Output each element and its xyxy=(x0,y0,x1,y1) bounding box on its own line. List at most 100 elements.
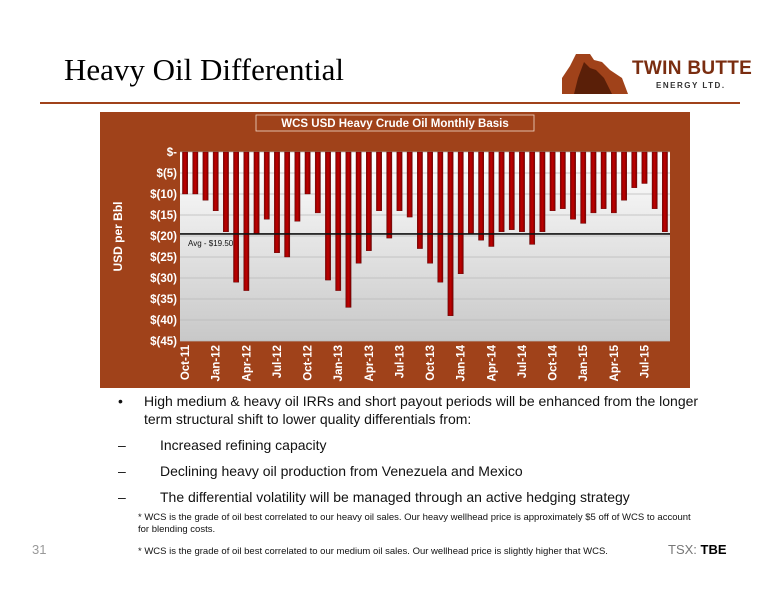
bar xyxy=(549,151,556,211)
x-tick-label: Oct-13 xyxy=(425,345,437,381)
y-tick-label: $(5) xyxy=(157,168,178,180)
x-tick-label: Jul-12 xyxy=(272,345,284,378)
bar xyxy=(437,151,444,283)
x-tick-label: Jan-12 xyxy=(211,345,223,381)
y-tick-label: $(25) xyxy=(150,252,177,264)
bar xyxy=(590,151,597,214)
sub-bullet: – The differential volatility will be ma… xyxy=(118,488,718,506)
bar xyxy=(325,151,331,281)
main-bullet: • High medium & heavy oil IRRs and short… xyxy=(118,392,718,428)
bar xyxy=(233,151,240,283)
bar xyxy=(355,151,362,264)
x-tick-label: Oct-14 xyxy=(548,344,560,380)
x-tick-label: Oct-11 xyxy=(180,344,192,380)
bar xyxy=(294,151,301,222)
chart-title-box xyxy=(255,114,535,132)
bar xyxy=(559,151,566,209)
butte-logo-icon xyxy=(562,54,628,94)
bar xyxy=(202,151,209,201)
bullet-dot: • xyxy=(118,393,123,409)
y-tick-label: $(40) xyxy=(150,315,177,327)
x-tick-label: Apr-12 xyxy=(241,345,253,381)
bar xyxy=(457,151,464,275)
bar xyxy=(223,151,229,233)
x-tick-label: Apr-15 xyxy=(609,344,621,381)
bar xyxy=(651,151,658,209)
bar xyxy=(621,151,627,201)
bar xyxy=(396,151,403,211)
bar xyxy=(508,151,515,230)
bar xyxy=(263,151,270,220)
x-tick-label: Jan-13 xyxy=(333,345,345,381)
x-tick-label: Jul-14 xyxy=(517,344,529,378)
differential-bar-chart: WCS USD Heavy Crude Oil Monthly Basis $- $… xyxy=(111,114,670,381)
bar xyxy=(539,151,546,233)
bar xyxy=(314,151,321,214)
bar xyxy=(274,151,280,254)
bar xyxy=(529,151,536,245)
title-rule xyxy=(40,102,740,104)
bar xyxy=(488,151,495,247)
bar xyxy=(478,151,485,241)
y-tick-label: $(15) xyxy=(150,210,177,222)
sub-bullet: – Increased refining capacity xyxy=(118,436,718,454)
bar xyxy=(192,151,199,195)
bar xyxy=(376,151,382,211)
main-bullet-text: High medium & heavy oil IRRs and short p… xyxy=(144,393,699,427)
footnote-heavy: * WCS is the grade of oil best correlate… xyxy=(138,512,691,535)
x-tick-label: Jul-15 xyxy=(639,344,651,378)
sub-bullet-text: The differential volatility will be mana… xyxy=(160,489,630,505)
company-logo: TWIN BUTTE ENERGY LTD. xyxy=(560,48,752,96)
bar xyxy=(417,151,423,249)
page-number: 31 xyxy=(32,542,47,557)
bullet-section: • High medium & heavy oil IRRs and short… xyxy=(118,392,718,558)
bar xyxy=(631,151,638,188)
bar xyxy=(182,151,188,195)
bar xyxy=(345,151,352,308)
bar xyxy=(580,151,587,224)
bar xyxy=(498,151,505,233)
bar xyxy=(600,151,607,209)
plot-area xyxy=(180,152,670,341)
footnote-medium: * WCS is the grade of oil best correlate… xyxy=(138,546,608,557)
bar xyxy=(570,151,576,220)
bar xyxy=(386,151,393,239)
sub-bullet: – Declining heavy oil production from Ve… xyxy=(118,462,718,480)
x-tick-label: Jan-15 xyxy=(578,344,590,381)
y-tick-label: $(45) xyxy=(150,336,177,348)
x-tick-label: Jan-14 xyxy=(456,344,468,381)
logo-sub: ENERGY LTD. xyxy=(656,81,726,90)
bar xyxy=(212,151,219,211)
sub-bullet-text: Declining heavy oil production from Vene… xyxy=(160,463,523,479)
y-axis-label: USD per Bbl xyxy=(111,201,125,271)
sub-bullet-text: Increased refining capacity xyxy=(160,437,327,453)
x-tick-label: Jul-13 xyxy=(394,345,406,378)
y-tick-label: $(30) xyxy=(150,273,177,285)
chart-title: WCS USD Heavy Crude Oil Monthly Basis xyxy=(281,118,509,130)
x-tick-label: Apr-14 xyxy=(486,344,498,381)
bar xyxy=(519,151,525,233)
bar xyxy=(253,151,260,235)
bar xyxy=(335,151,342,291)
bar xyxy=(611,151,617,214)
average-label: Avg - $19.50 xyxy=(188,239,234,248)
bar xyxy=(427,151,433,264)
y-tick-label: $(20) xyxy=(150,231,177,243)
bar xyxy=(243,151,250,291)
chart-panel: WCS USD Heavy Crude Oil Monthly Basis $- $… xyxy=(100,112,690,388)
bar xyxy=(468,151,474,235)
bar xyxy=(366,151,372,251)
x-tick-label: Apr-13 xyxy=(364,345,376,381)
ticker-footer: TSX: TBE xyxy=(668,542,727,557)
dash-glyph: – xyxy=(118,463,126,479)
bar xyxy=(406,151,413,218)
ticker-prefix: TSX: xyxy=(668,542,697,557)
bar xyxy=(284,151,291,258)
slide-title: Heavy Oil Differential xyxy=(64,52,345,87)
y-tick-label: $- xyxy=(167,147,177,159)
ticker-symbol: TBE xyxy=(700,542,727,557)
dash-glyph: – xyxy=(118,489,126,505)
logo-name: TWIN BUTTE xyxy=(632,58,753,79)
dash-glyph: – xyxy=(118,437,126,453)
y-tick-label: $(35) xyxy=(150,294,177,306)
